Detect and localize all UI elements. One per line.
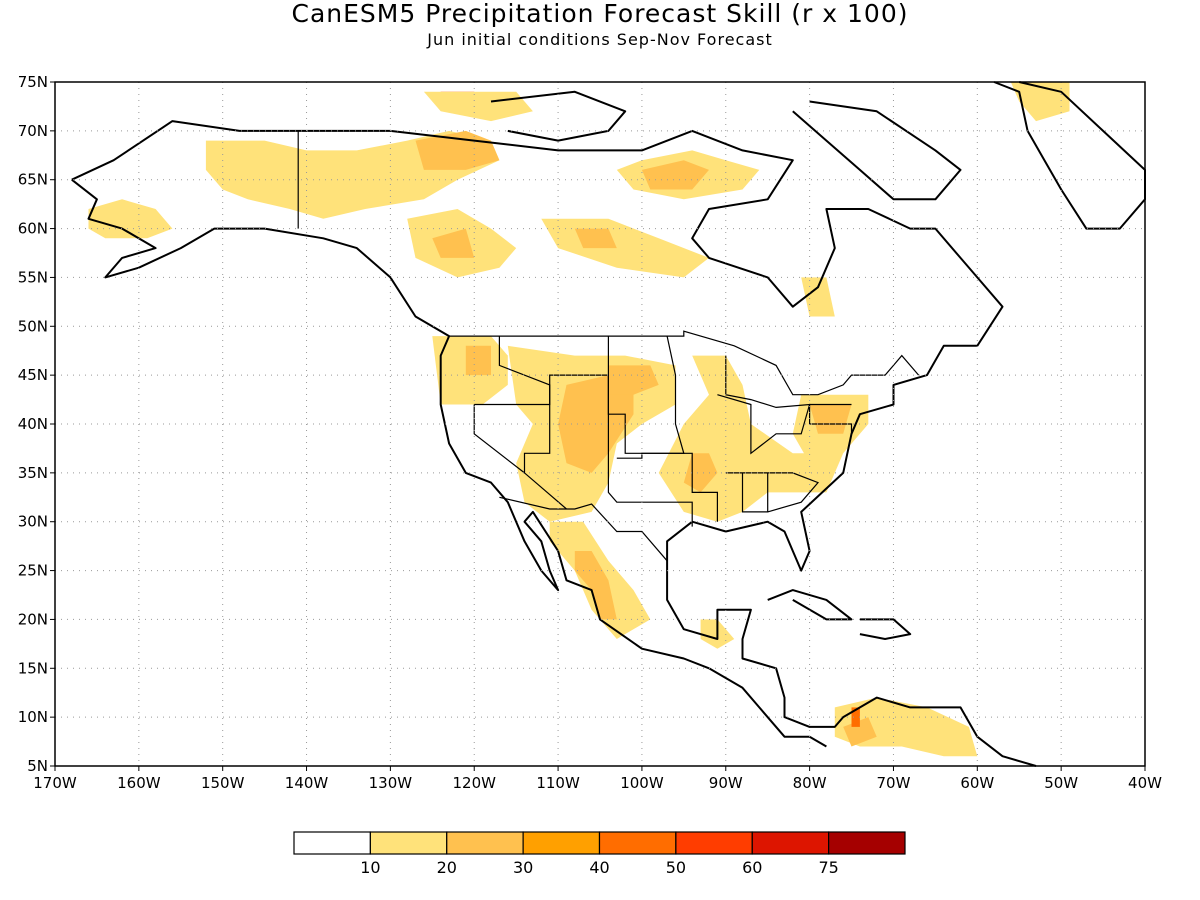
colorbar-swatch — [446, 831, 524, 855]
lon-tick-label: 70W — [877, 774, 911, 792]
gridlines — [55, 82, 1145, 766]
skill-region-mid-atlantic-core — [809, 404, 852, 434]
lon-tick-label: 90W — [709, 774, 743, 792]
lon-tick-label: 100W — [620, 774, 664, 792]
map-area — [54, 81, 1146, 767]
lat-tick-label: 30N — [18, 513, 48, 531]
border-states-se — [725, 472, 820, 513]
lon-tick-label: 40W — [1128, 774, 1162, 792]
skill-regions — [88, 82, 1070, 757]
lon-tick-label: 60W — [960, 774, 994, 792]
map-title: CanESM5 Precipitation Forecast Skill (r … — [292, 0, 909, 28]
skill-region-central-canada-core — [574, 228, 617, 249]
lat-tick-label: 75N — [18, 73, 48, 91]
lat-tick-label: 20N — [18, 610, 48, 628]
colorbar-swatch — [522, 831, 601, 855]
lon-tick-label: 160W — [117, 774, 161, 792]
lat-tick-label: 70N — [18, 122, 48, 140]
lat-tick-label: 55N — [18, 268, 48, 286]
lon-tick-label: 80W — [793, 774, 827, 792]
colorbar-label: 50 — [666, 858, 686, 877]
colorbar-label: 40 — [589, 858, 609, 877]
lat-tick-label: 25N — [18, 562, 48, 580]
skill-region-mexico-west-core — [574, 551, 617, 620]
colorbar-label: 60 — [742, 858, 762, 877]
skill-region-south-america-north — [834, 697, 978, 757]
coastline-cuba — [767, 589, 853, 621]
political-borders — [297, 130, 920, 562]
longitude-axis: 170W 160W 150W 140W 130W 120W 110W 100W 90W 80W 70… — [33, 766, 1162, 792]
colorbar-label: 20 — [437, 858, 457, 877]
colorbar-swatch — [675, 831, 753, 855]
colorbar-label: 30 — [513, 858, 533, 877]
skill-region-hudson-north-core — [641, 160, 709, 190]
lat-tick-label: 40N — [18, 415, 48, 433]
lon-tick-label: 140W — [285, 774, 329, 792]
lat-tick-label: 15N — [18, 659, 48, 677]
skill-region-pacific-nw-core — [465, 345, 491, 376]
skill-region-labrador-patch — [801, 277, 835, 317]
coastlines — [71, 81, 1146, 767]
coastline-victoria-island — [490, 90, 627, 142]
colorbar-swatch — [751, 831, 830, 855]
latitude-axis: 75N 70N 65N 60N 55N 50N 45N 40N 35N 30N 25N 20N 15N 1… — [18, 73, 55, 775]
lon-tick-label: 170W — [33, 774, 77, 792]
lat-tick-label: 60N — [18, 220, 48, 238]
lon-tick-label: 110W — [536, 774, 580, 792]
colorbar-swatch — [369, 831, 448, 855]
colorbar-swatch — [293, 831, 371, 855]
colorbar-label: 10 — [360, 858, 380, 877]
skill-region-west-canada-core — [432, 228, 475, 258]
colorbar-swatch — [828, 831, 906, 855]
coastline-greenland — [993, 81, 1146, 230]
lat-tick-label: 50N — [18, 317, 48, 335]
coastline-north-america-coast — [71, 120, 1037, 767]
border-us-canada-border — [449, 330, 920, 396]
lat-tick-label: 10N — [18, 708, 48, 726]
lat-tick-label: 45N — [18, 366, 48, 384]
border-states-mid — [607, 336, 693, 527]
colorbar-swatch — [598, 831, 677, 855]
lat-tick-label: 5N — [27, 757, 48, 775]
coastline-hispaniola — [859, 618, 912, 640]
lat-tick-label: 35N — [18, 464, 48, 482]
map-subtitle: Jun initial conditions Sep-Nov Forecast — [426, 30, 773, 49]
lat-tick-label: 65N — [18, 171, 48, 189]
coastline-pacific-coast — [71, 178, 827, 748]
skill-region-greenland-patch — [1010, 82, 1070, 122]
border-states-ca-nv — [473, 404, 525, 474]
lon-tick-label: 50W — [1044, 774, 1078, 792]
border-states-ne — [725, 355, 853, 434]
lon-tick-label: 150W — [201, 774, 245, 792]
border-states-mid2 — [616, 335, 685, 459]
skill-region-dakotas-core — [608, 365, 659, 395]
lon-tick-label: 130W — [369, 774, 413, 792]
coastline-baffin-island — [792, 100, 962, 201]
colorbar-label: 75 — [818, 858, 838, 877]
colorbar: 10 20 30 40 50 60 75 — [293, 831, 906, 877]
border-us-mexico-border — [499, 496, 668, 562]
lon-tick-label: 120W — [452, 774, 496, 792]
skill-region-south-america-hotspot — [851, 707, 860, 727]
